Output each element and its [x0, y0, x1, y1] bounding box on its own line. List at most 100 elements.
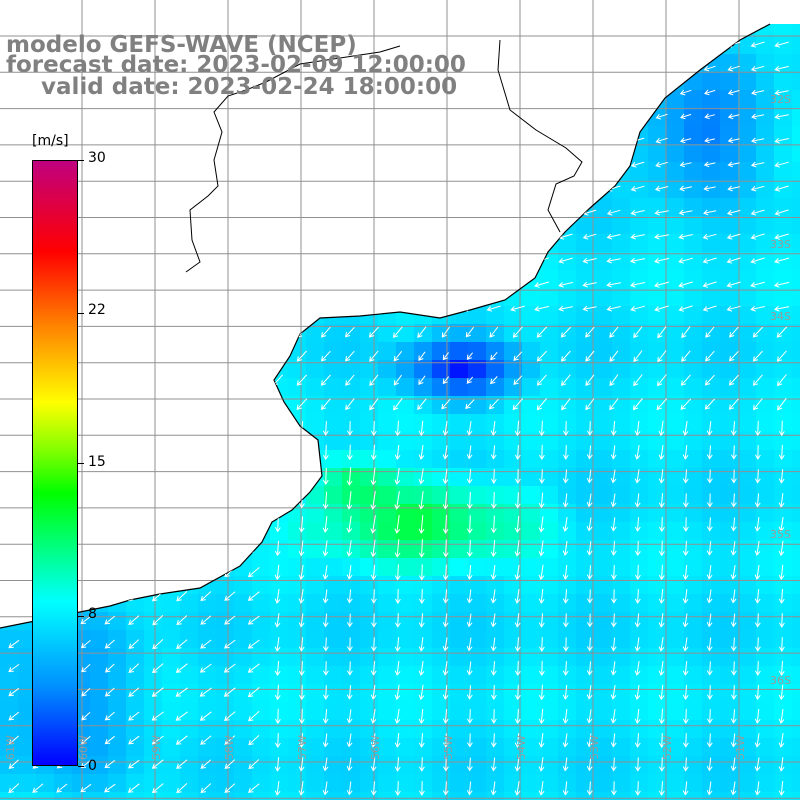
wind-speed-cell [216, 252, 234, 270]
wind-speed-cell [522, 450, 540, 468]
wind-arrow [706, 493, 713, 508]
wind-arrow [149, 137, 166, 144]
wind-arrow [151, 567, 164, 578]
wind-arrow [151, 687, 164, 697]
wind-arrow [393, 350, 403, 362]
wind-arrow [200, 543, 212, 554]
wind-speed-cell [594, 198, 612, 216]
wind-arrow [558, 257, 573, 264]
wind-speed-cell [36, 774, 54, 792]
wind-speed-cell [126, 450, 144, 468]
wind-arrow [152, 663, 164, 674]
wind-speed-cell [720, 36, 738, 54]
wind-speed-cell [792, 342, 800, 360]
wind-speed-cell [126, 666, 144, 684]
wind-arrow [586, 589, 593, 604]
wind-speed-cell [684, 0, 702, 18]
wind-speed-cell [0, 774, 18, 792]
wind-arrow [562, 733, 569, 748]
wind-speed-cell [108, 630, 126, 648]
wind-arrow [318, 233, 333, 240]
wind-speed-cell [684, 36, 702, 54]
wind-arrow [346, 709, 353, 724]
wind-speed-cell [720, 522, 738, 540]
wind-speed-cell [162, 450, 180, 468]
wind-arrow [753, 398, 763, 411]
wind-speed-cell [144, 162, 162, 180]
wind-arrow [678, 233, 693, 240]
wind-arrow [174, 305, 189, 312]
wind-speed-cell [504, 432, 522, 450]
wind-arrow [414, 113, 430, 120]
wind-speed-cell [18, 0, 36, 18]
wind-arrow [512, 398, 524, 411]
wind-arrow [490, 781, 497, 796]
wind-speed-cell [594, 306, 612, 324]
wind-speed-cell [288, 306, 306, 324]
wind-speed-cell [252, 558, 270, 576]
wind-arrow [562, 445, 569, 460]
wind-arrow [274, 684, 281, 701]
wind-arrow [200, 639, 212, 649]
wind-arrow [586, 781, 593, 796]
wind-speed-cell [126, 594, 144, 612]
wind-arrow [247, 18, 261, 23]
wind-speed-cell [558, 216, 576, 234]
wind-speed-cell [306, 702, 324, 720]
wind-speed-cell [252, 504, 270, 522]
wind-speed-cell [90, 216, 108, 234]
wind-speed-cell [306, 396, 324, 414]
wind-speed-cell [486, 468, 504, 486]
wind-arrow [586, 565, 593, 580]
wind-arrow [466, 709, 473, 724]
wind-speed-cell [90, 108, 108, 126]
wind-arrow [418, 613, 425, 628]
wind-speed-cell [648, 666, 666, 684]
wind-speed-cell [90, 414, 108, 432]
wind-arrow [633, 326, 643, 339]
wind-speed-cell [144, 756, 162, 774]
wind-speed-cell [432, 324, 450, 342]
wind-speed-cell [378, 756, 396, 774]
wind-arrow [514, 589, 521, 604]
wind-speed-cell [234, 702, 252, 720]
wind-arrow [414, 185, 429, 192]
wind-arrow [394, 613, 401, 628]
wind-arrow [104, 615, 116, 625]
wind-arrow [346, 589, 353, 604]
wind-arrow [654, 185, 669, 192]
wind-arrow [390, 233, 405, 240]
wind-arrow [706, 541, 713, 556]
wind-speed-cell [684, 432, 702, 450]
wind-arrow [752, 350, 763, 362]
wind-speed-cell [450, 342, 468, 360]
wind-speed-cell [576, 468, 594, 486]
wind-speed-cell [414, 738, 432, 756]
wind-speed-cell [720, 360, 738, 378]
wind-arrow [778, 420, 785, 437]
wind-arrow [534, 161, 550, 168]
wind-speed-cell [378, 342, 396, 360]
border-line-2 [497, 39, 583, 233]
wind-arrow [442, 445, 449, 460]
wind-speed-cell [342, 252, 360, 270]
wind-speed-cell [396, 24, 414, 36]
wind-speed-cell [108, 540, 126, 558]
wind-arrow [223, 423, 236, 433]
wind-arrow [630, 281, 646, 288]
wind-speed-cell [324, 270, 342, 288]
wind-speed-cell [360, 144, 378, 162]
wind-speed-cell [756, 792, 774, 800]
wind-speed-cell [288, 486, 306, 504]
wind-speed-cell [792, 540, 800, 558]
wind-speed-cell [504, 144, 522, 162]
wind-arrow [270, 209, 285, 216]
wind-speed-cell [576, 720, 594, 738]
wind-arrow [151, 471, 164, 481]
wind-speed-cell [558, 126, 576, 144]
wind-speed-cell [540, 162, 558, 180]
wind-arrow [246, 161, 261, 168]
wind-speed-cell [198, 198, 216, 216]
wind-speed-cell [378, 612, 396, 630]
wind-speed-cell [342, 126, 360, 144]
